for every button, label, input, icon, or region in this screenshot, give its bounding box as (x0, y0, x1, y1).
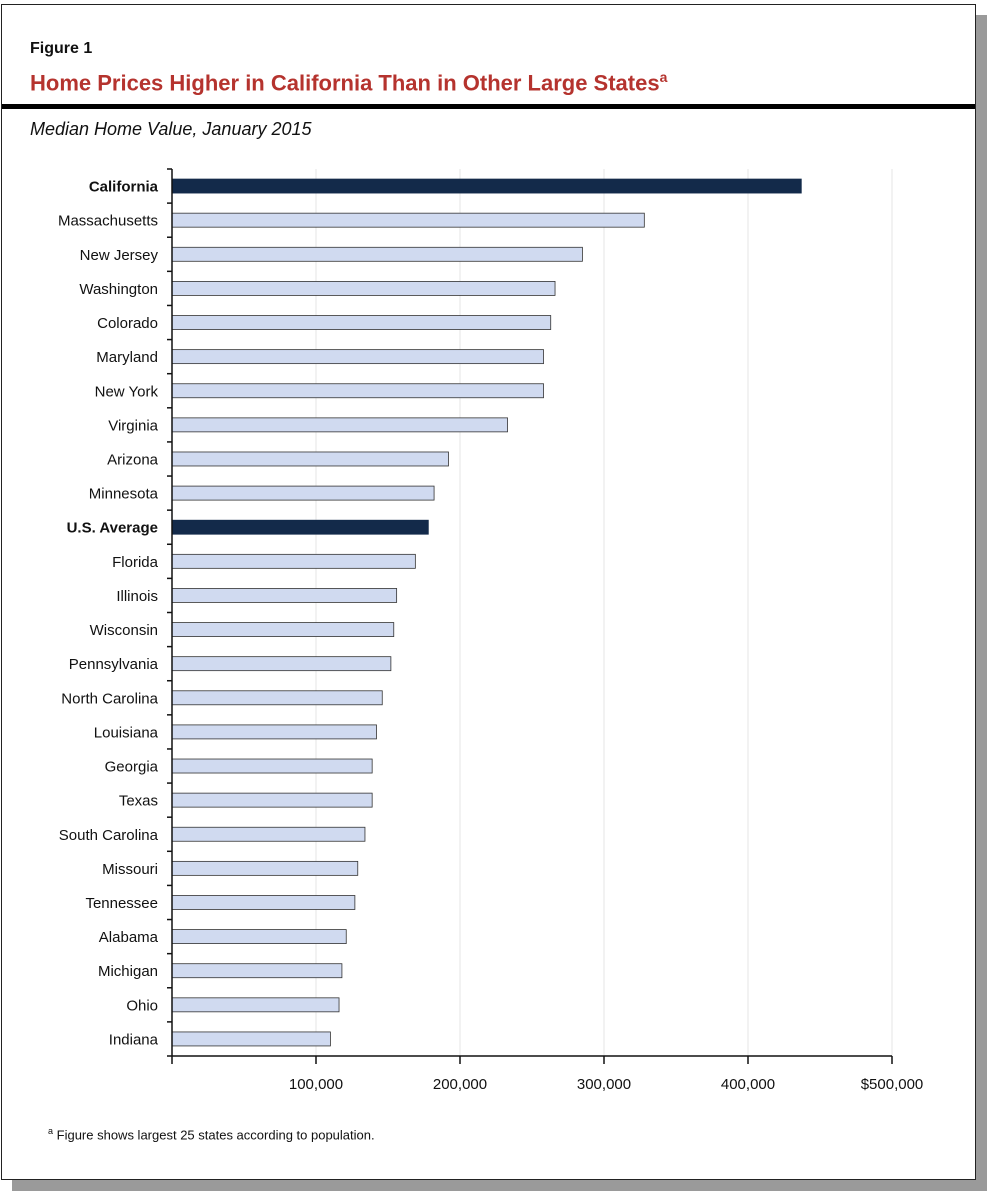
bar (171, 758, 373, 774)
category-label: North Carolina (61, 690, 158, 707)
x-tick-label: 400,000 (721, 1076, 775, 1093)
category-label: Michigan (98, 963, 158, 980)
bar (171, 246, 583, 262)
figure-frame: Figure 1 Home Prices Higher in Californi… (1, 4, 976, 1180)
x-tick-label: $500,000 (861, 1076, 924, 1093)
category-label: Illinois (116, 588, 158, 605)
footnote-text: Figure shows largest 25 states according… (56, 1127, 375, 1143)
bar (171, 519, 429, 535)
header-rule (2, 104, 975, 109)
category-label: Texas (119, 793, 158, 810)
bar (171, 792, 373, 808)
category-label: Florida (112, 554, 159, 571)
bar (171, 485, 435, 501)
bar (171, 588, 398, 603)
category-label: U.S. Average (67, 520, 158, 537)
category-label: Missouri (102, 861, 158, 878)
bar (171, 349, 544, 365)
bar (171, 1031, 331, 1047)
chart-title: Home Prices Higher in California Than in… (30, 69, 667, 96)
bar (171, 860, 359, 876)
x-tick-label: 300,000 (577, 1076, 631, 1093)
bar (171, 178, 802, 194)
bar (171, 929, 347, 944)
footnote-marker: a (48, 1126, 54, 1136)
category-label: Ohio (126, 997, 158, 1014)
bar (171, 315, 552, 330)
footnote: a Figure shows largest 25 states accordi… (48, 1126, 375, 1142)
bar (171, 383, 544, 399)
category-label: Louisiana (94, 724, 159, 741)
category-label: Colorado (97, 315, 158, 332)
category-label: Georgia (105, 759, 159, 776)
category-label: Washington (79, 281, 158, 298)
x-tick-label: 100,000 (289, 1076, 343, 1093)
title-note-marker: a (659, 69, 668, 85)
category-label: South Carolina (59, 827, 159, 844)
category-label: Wisconsin (90, 622, 158, 639)
bar (171, 281, 556, 296)
bar (171, 656, 392, 672)
bar (171, 997, 340, 1013)
bar (171, 622, 395, 637)
category-label: Arizona (107, 451, 159, 468)
bar (171, 553, 416, 569)
x-tick-label: 200,000 (433, 1076, 487, 1093)
bar (171, 724, 377, 740)
category-label: Massachusetts (58, 213, 158, 230)
category-label: Virginia (108, 417, 158, 434)
bar (171, 895, 356, 910)
category-label: New York (95, 383, 159, 400)
bar (171, 690, 383, 706)
figure-label: Figure 1 (30, 40, 93, 57)
category-label: Indiana (109, 1031, 159, 1048)
bar (171, 826, 366, 842)
category-label: Alabama (99, 929, 159, 946)
bar (171, 451, 449, 467)
category-label: Pennsylvania (69, 656, 159, 673)
bar (171, 417, 508, 433)
category-label: Minnesota (89, 486, 159, 503)
category-label: New Jersey (80, 247, 159, 264)
bar (171, 963, 343, 979)
title-text: Home Prices Higher in California Than in… (30, 70, 660, 96)
chart-subtitle: Median Home Value, January 2015 (30, 119, 312, 139)
category-label: Maryland (96, 349, 158, 366)
category-label: Tennessee (85, 895, 158, 912)
category-label: California (89, 179, 159, 196)
bar (171, 212, 645, 228)
